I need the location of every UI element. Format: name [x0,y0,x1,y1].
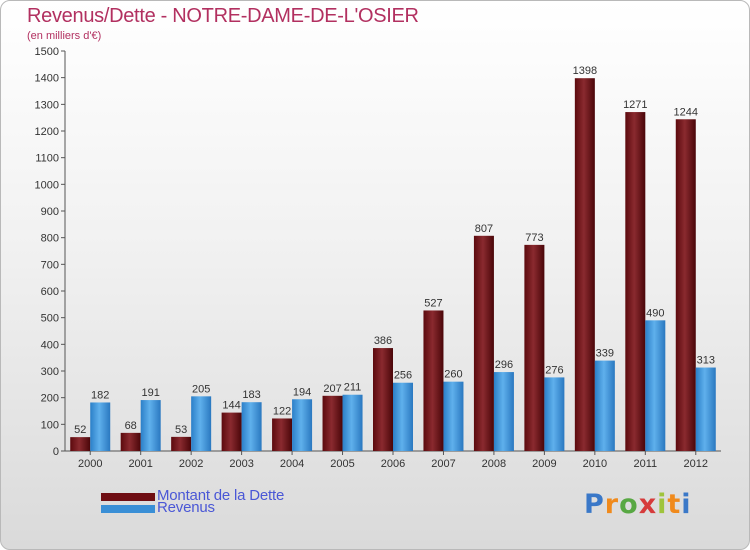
bar-debt [171,436,192,451]
bar-debt [373,348,393,451]
y-tick-label: 400 [41,339,59,351]
logo-letter: o [619,489,639,520]
bar-revenus [140,400,161,451]
data-label-revenus: 256 [394,370,412,382]
logo-letter: i [681,489,692,520]
proxiti-logo: Proxiti [584,489,692,520]
data-label-debt: 807 [475,223,493,235]
y-tick-label: 1000 [35,179,59,191]
x-tick-label: 2012 [684,458,708,470]
bar-debt [574,78,595,451]
bar-debt [524,244,545,451]
bar-revenus [241,402,262,451]
logo-letter: t [667,489,682,520]
bar-debt [625,112,646,452]
bar-debt [221,412,242,451]
y-tick-label: 1200 [35,126,59,138]
logo-letter: x [638,489,658,520]
logo-letter: r [604,489,620,520]
y-tick-label: 1500 [35,46,59,58]
bar-debt [423,310,444,451]
y-tick-label: 1400 [35,73,59,85]
y-tick-label: 200 [41,393,59,405]
y-tick-label: 800 [41,233,59,245]
y-tick-label: 1300 [35,99,59,111]
x-tick-label: 2009 [532,458,556,470]
bar-revenus [191,396,212,451]
data-label-revenus: 205 [192,383,210,395]
data-label-revenus: 260 [444,369,462,381]
x-tick-label: 2008 [482,458,506,470]
bar-debt [322,395,343,451]
data-label-debt: 52 [74,424,86,436]
legend-swatch-revenus [101,505,155,513]
bar-revenus [594,360,615,451]
data-label-debt: 1271 [623,99,647,111]
y-tick-label: 0 [53,446,59,458]
data-label-debt: 68 [125,420,137,432]
bar-debt [272,418,293,451]
y-tick-label: 900 [41,206,59,218]
y-tick-label: 500 [41,313,59,325]
y-tick-label: 100 [41,419,59,431]
bars [70,78,716,452]
bar-debt [473,235,494,451]
x-tick-label: 2005 [330,458,354,470]
data-label-debt: 527 [424,297,442,309]
x-tick-label: 2010 [583,458,607,470]
data-label-debt: 386 [374,335,392,347]
data-label-revenus: 296 [495,359,513,371]
y-tick-label: 600 [41,286,59,298]
logo-letter: i [657,489,668,520]
data-label-debt: 207 [323,383,341,395]
bar-revenus [90,402,111,451]
data-label-debt: 122 [273,405,291,417]
chart-title: Revenus/Dette - NOTRE-DAME-DE-L'OSIER [27,5,419,27]
x-tick-label: 2011 [633,458,657,470]
legend-label-debt: Montant de la Dette [157,487,285,504]
x-tick-label: 2000 [78,458,102,470]
bar-revenus [645,320,666,451]
data-label-debt: 53 [175,424,187,436]
bar-debt [70,437,91,451]
x-tick-label: 2006 [381,458,405,470]
bar-revenus [393,382,413,451]
y-tick-label: 1100 [35,153,59,165]
data-label-debt: 1244 [674,106,698,118]
bar-revenus [342,394,363,451]
bar-revenus [695,367,716,451]
data-label-revenus: 182 [91,389,109,401]
data-label-debt: 144 [222,400,240,412]
bar-debt [120,432,141,451]
x-tick-label: 2003 [229,458,253,470]
data-label-revenus: 490 [646,307,664,319]
data-label-revenus: 194 [293,386,311,398]
data-label-debt: 1398 [573,65,597,77]
bar-revenus [443,381,464,451]
x-tick-label: 2007 [431,458,455,470]
chart-subtitle: (en milliers d'€) [27,30,102,42]
data-label-revenus: 191 [142,387,160,399]
data-label-revenus: 313 [697,355,715,367]
logo-letter: P [584,489,605,520]
bar-debt [675,119,696,452]
data-label-revenus: 183 [242,389,260,401]
legend-swatch-debt [101,493,155,501]
bar-revenus [544,377,565,451]
x-tick-label: 2002 [179,458,203,470]
x-tick-label: 2004 [280,458,304,470]
bar-revenus [292,399,313,451]
bar-revenus [493,372,514,451]
x-tick-label: 2001 [128,458,152,470]
data-label-revenus: 276 [545,364,563,376]
legend-label-revenus: Revenus [157,499,215,516]
data-label-revenus: 211 [344,382,362,394]
data-label-debt: 773 [525,232,543,244]
y-tick-label: 700 [41,259,59,271]
y-tick-label: 300 [41,366,59,378]
data-label-revenus: 339 [596,348,614,360]
